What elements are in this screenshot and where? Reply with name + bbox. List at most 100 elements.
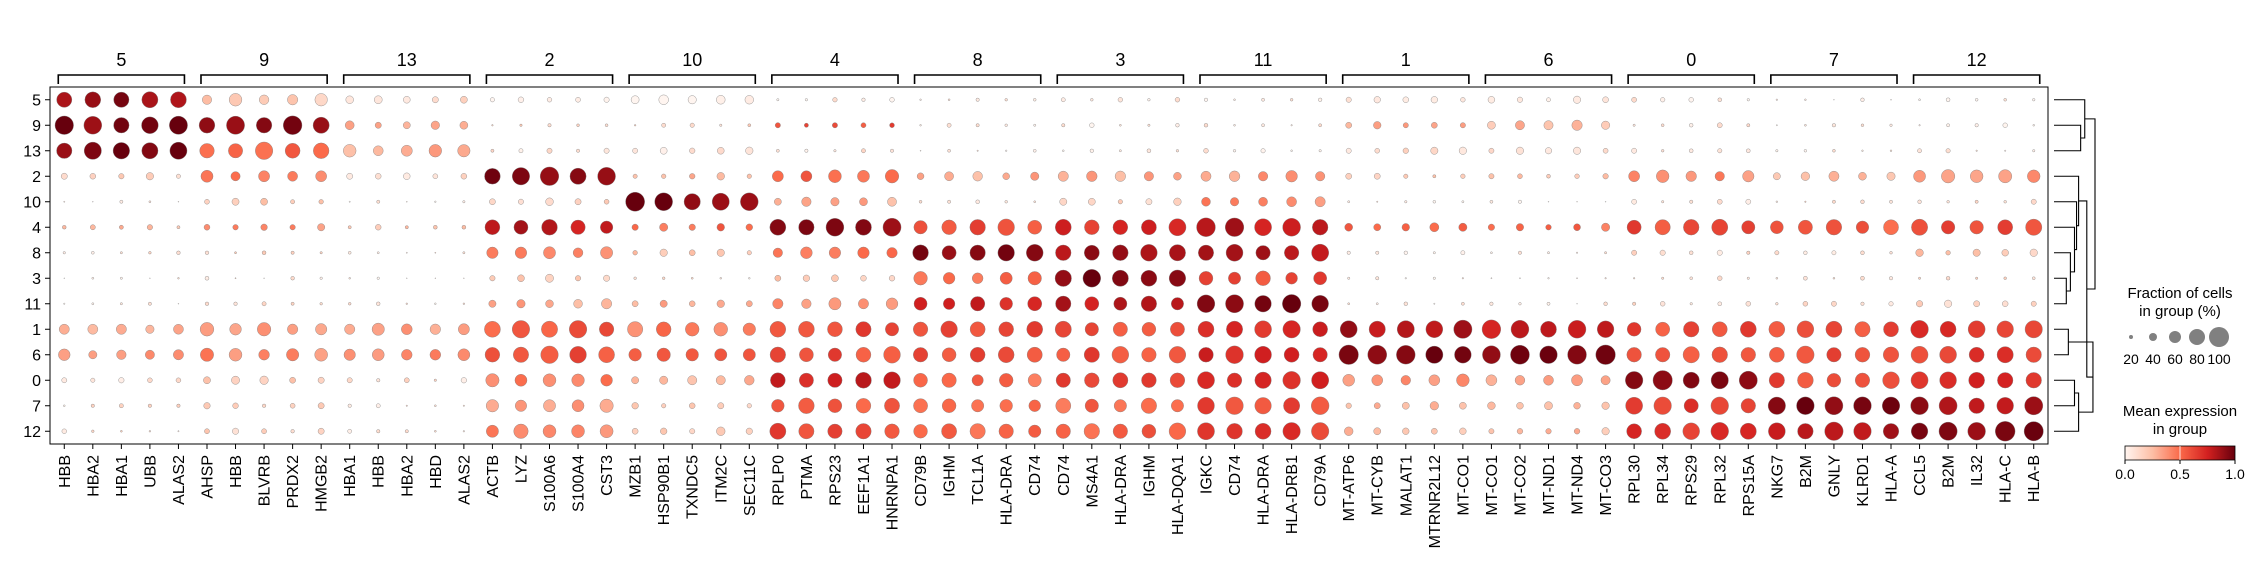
size-legend-label: 20 — [2123, 351, 2139, 367]
dot-11-HSP90B1 — [659, 299, 668, 308]
dot-7-MT-CO3 — [1601, 401, 1610, 410]
dot-5-MT-ND1 — [1546, 97, 1551, 103]
dot-10-HBD — [434, 200, 437, 203]
dot-0-HSP90B1 — [659, 375, 669, 385]
dot-9-CST3 — [604, 123, 609, 127]
dot-1-RPLP0 — [769, 321, 786, 338]
x-tick-label: CD79A — [1313, 455, 1330, 507]
dot-5-HLA-B — [2032, 98, 2036, 102]
dot-7-RPL30 — [1625, 397, 1643, 415]
dot-1-MT-ND4 — [1567, 320, 1587, 339]
gene-group-label: 10 — [682, 50, 702, 70]
dot-1-HLA-DRB1 — [1282, 320, 1301, 339]
dot-2-CD74 — [1228, 170, 1241, 182]
dot-5-AHSP — [202, 94, 212, 105]
dot-3-HLA-DRA — [1112, 269, 1129, 287]
dot-12-RPS29 — [1682, 422, 1700, 440]
dot-1-LYZ — [512, 320, 530, 339]
dot-5-HLA-DRA — [1117, 97, 1123, 103]
dot-4-HLA-DRB1 — [1282, 218, 1301, 237]
dot-11-CD79B — [913, 297, 928, 311]
dot-10-MT-CYB — [1376, 200, 1379, 203]
gene-group-bracket — [1627, 74, 1756, 84]
dot-2-MT-CO1 — [1460, 173, 1466, 179]
dot-7-HBA1 — [119, 403, 124, 409]
dot-0-CD79A — [1311, 371, 1329, 390]
y-tick-label: 9 — [32, 118, 41, 135]
dot-7-MT-ATP6 — [1345, 402, 1352, 409]
dot-9-HBA1 — [113, 117, 130, 134]
dot-5-HBB — [56, 91, 73, 108]
dot-10-CD74 — [1059, 197, 1068, 206]
dot-10-HBB — [63, 200, 66, 203]
dot-13-IL32 — [1975, 149, 1978, 152]
dot-3-CD74 — [1228, 271, 1241, 285]
dot-1-MT-ND1 — [1540, 321, 1557, 338]
dot-7-HLA-DRB1 — [1283, 397, 1300, 415]
dot-3-HLA-B — [2032, 276, 2036, 280]
dot-12-TCL1A — [969, 423, 986, 440]
dot-2-MT-ND4 — [1574, 173, 1580, 179]
dot-4-B2M — [1941, 220, 1956, 235]
dot-13-KLRD1 — [1861, 149, 1864, 152]
dot-0-MS4A1 — [1084, 372, 1100, 388]
x-tick-label: HLA-DRA — [999, 455, 1016, 526]
dot-0-MT-CO1 — [1485, 374, 1498, 386]
dot-2-CST3 — [597, 167, 616, 186]
dot-2-RPS29 — [1685, 170, 1697, 182]
dot-2-ITM2C — [716, 172, 725, 181]
dot-4-CD74 — [1055, 219, 1072, 236]
dot-5-HBD — [432, 96, 439, 104]
dot-13-IGHM — [947, 149, 951, 153]
dot-1-HBA1 — [344, 323, 356, 335]
dot-11-RPL34 — [1660, 301, 1666, 307]
dot-12-AHSP — [204, 428, 210, 435]
x-tick-label: HLA-DRB1 — [1284, 455, 1301, 534]
dot-0-IGHM — [1141, 372, 1157, 388]
dot-10-LYZ — [518, 198, 524, 205]
dot-7-TXNDC5 — [689, 402, 696, 409]
dot-6-HLA-DRB1 — [1283, 347, 1300, 363]
dot-2-RPLP0 — [772, 170, 784, 183]
dot-5-HSP90B1 — [658, 94, 669, 105]
dot-11-KLRD1 — [1860, 301, 1865, 306]
dot-4-CST3 — [600, 220, 614, 234]
dot-8-HLA-C — [2001, 249, 2009, 257]
dot-8-CD74 — [1055, 244, 1072, 261]
dot-8-TXNDC5 — [689, 249, 696, 256]
dot-11-BLVRB — [261, 301, 267, 307]
dot-2-HMGB2 — [315, 170, 327, 182]
x-tick-label: CD74 — [1227, 455, 1244, 496]
y-tick-label: 8 — [32, 245, 41, 262]
dot-10-BLVRB — [260, 198, 268, 206]
dot-10-RPS23 — [830, 197, 840, 207]
dot-8-MT-ATP6 — [1346, 250, 1351, 255]
x-tick-label: UBB — [142, 455, 159, 488]
dot-5-HBA1 — [345, 95, 354, 104]
dot-8-HBA2 — [406, 251, 408, 254]
dot-11-MZB1 — [631, 300, 639, 308]
dot-10-MT-CO2 — [1518, 199, 1522, 204]
dot-6-IGHM — [1141, 347, 1157, 363]
dot-13-HLA-DRA — [1260, 148, 1266, 154]
dot-2-MT-ND1 — [1546, 174, 1551, 179]
dot-7-B2M — [1796, 396, 1815, 415]
dot-7-HLA-DRA — [1113, 399, 1127, 413]
dot-11-HBA1 — [348, 302, 352, 306]
dot-10-HMGB2 — [318, 199, 324, 205]
dot-6-IGKC — [1198, 347, 1214, 363]
dot-12-KLRD1 — [1853, 422, 1872, 441]
dot-9-SEC11C — [747, 123, 752, 127]
dot-7-HLA-B — [2024, 396, 2044, 416]
dot-12-IL32 — [1967, 422, 1986, 441]
dot-9-CD79A — [1318, 123, 1322, 128]
dot-5-HBA1 — [113, 91, 130, 108]
dot-12-CD79B — [913, 424, 928, 439]
dot-4-HBA2 — [90, 224, 96, 231]
dot-2-GNLY — [1828, 170, 1840, 182]
x-tick-label: S100A6 — [542, 455, 559, 512]
dot-11-RPS23 — [828, 297, 842, 311]
dot-7-MT-CO1 — [1487, 401, 1496, 410]
dot-0-MT-CYB — [1371, 374, 1383, 386]
